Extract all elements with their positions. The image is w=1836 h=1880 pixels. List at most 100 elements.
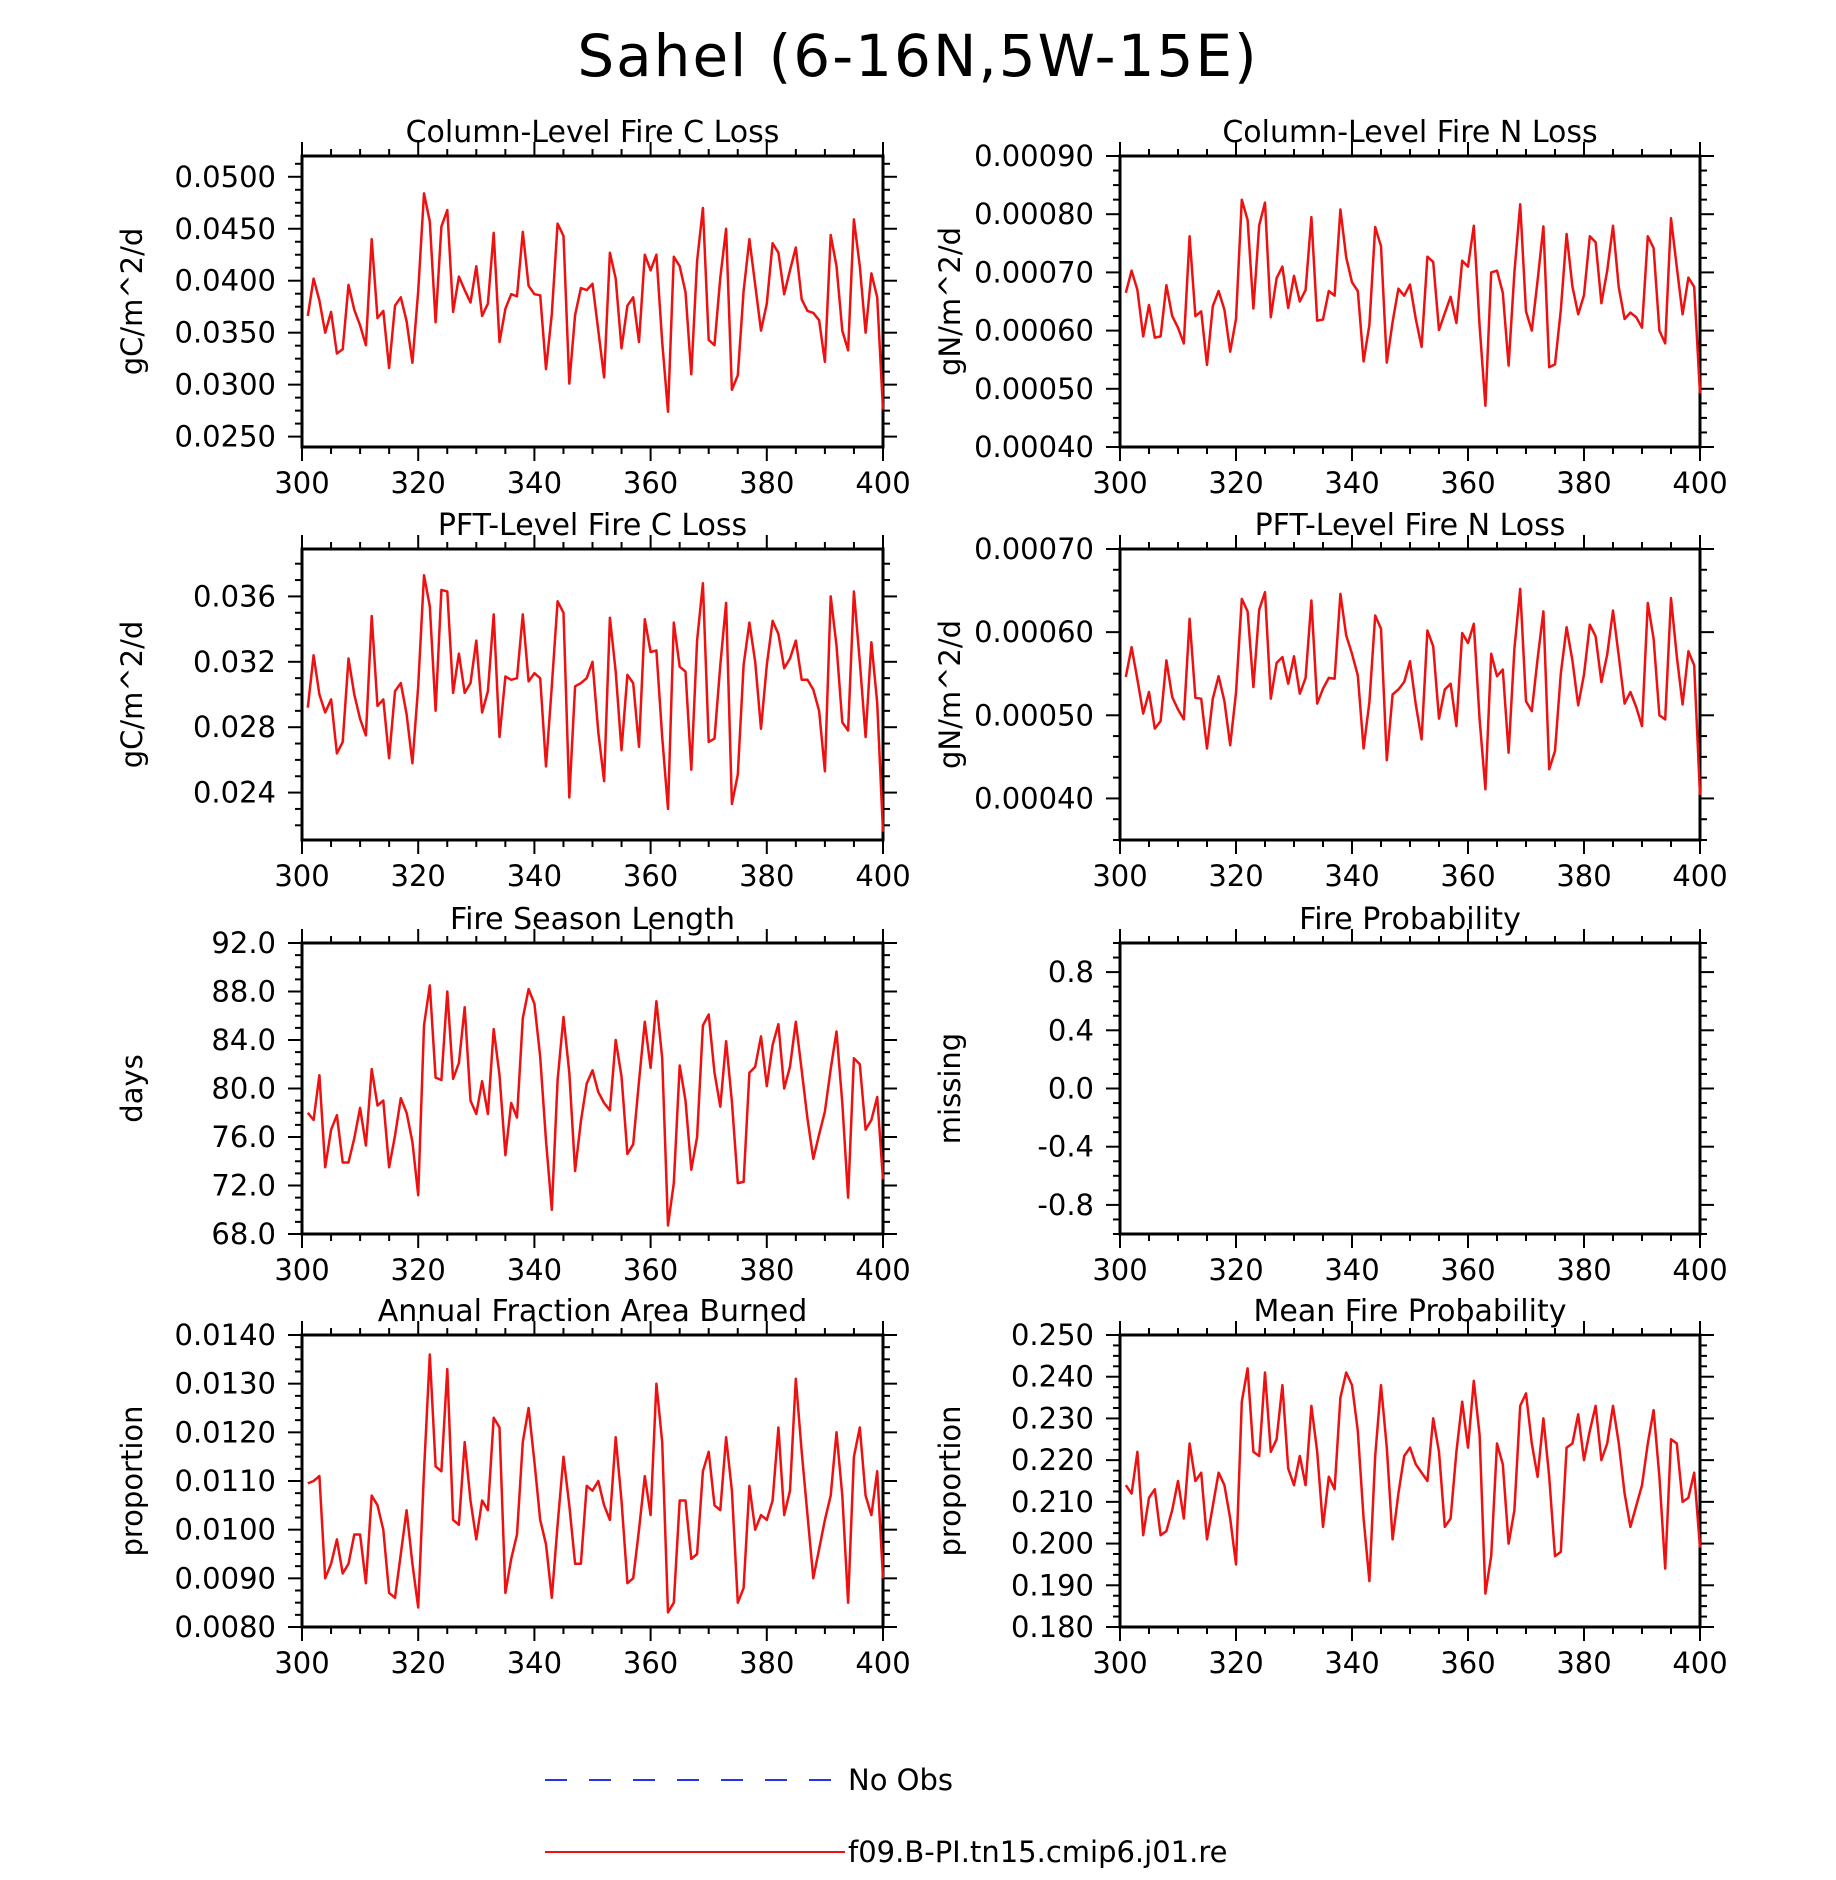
panel-title: Fire Probability xyxy=(1299,902,1521,937)
y-tick-label: 0.190 xyxy=(1011,1568,1094,1602)
y-tick-label: 72.0 xyxy=(211,1169,276,1203)
x-tick-label: 380 xyxy=(1556,466,1611,500)
panel-title: Annual Fraction Area Burned xyxy=(378,1294,808,1329)
y-tick-label: 0.00070 xyxy=(974,255,1094,289)
panel-1: Column-Level Fire C Loss gC/m^2/d 300 320 34… xyxy=(115,115,911,500)
x-tick-label: 400 xyxy=(1672,1253,1727,1287)
y-tick-label: 0.230 xyxy=(1011,1401,1094,1435)
y-tick-label: 0.220 xyxy=(1011,1443,1094,1477)
panel-5: Fire Season Length days 300 320 340 360 380 400… xyxy=(115,902,911,1287)
panel-8: Mean Fire Probability proportion 300 320 340… xyxy=(933,1294,1728,1680)
y-axis-label: proportion xyxy=(933,1405,967,1556)
series-line xyxy=(1124,198,1702,407)
y-axis-label: gN/m^2/d xyxy=(933,620,967,769)
y-axis-label: missing xyxy=(933,1033,967,1144)
x-tick-label: 380 xyxy=(739,1646,794,1680)
x-tick-label: 400 xyxy=(1672,1646,1727,1680)
x-tick-label: 300 xyxy=(1092,466,1147,500)
y-tick-label: 0.0500 xyxy=(175,160,276,194)
figure-title: Sahel (6-16N,5W-15E) xyxy=(577,22,1259,90)
panel-title: Column-Level Fire N Loss xyxy=(1222,115,1597,150)
y-tick-label: 84.0 xyxy=(211,1023,276,1057)
panel-title: PFT-Level Fire C Loss xyxy=(438,508,747,543)
x-tick-label: 340 xyxy=(1324,1646,1379,1680)
panel-3: PFT-Level Fire C Loss gC/m^2/d 300 320 340 36… xyxy=(115,508,911,893)
y-tick-label: 92.0 xyxy=(211,926,276,960)
x-tick-label: 400 xyxy=(855,859,910,893)
y-axis-label: proportion xyxy=(115,1405,149,1556)
y-tick-label: 0.240 xyxy=(1011,1360,1094,1394)
y-tick-label: 68.0 xyxy=(211,1217,276,1251)
x-tick-label: 360 xyxy=(1440,859,1495,893)
y-tick-label: 0.032 xyxy=(193,645,276,679)
y-tick-label: 80.0 xyxy=(211,1072,276,1106)
y-tick-label: 0.00070 xyxy=(974,532,1094,566)
y-tick-label: 0.0110 xyxy=(175,1464,276,1498)
y-tick-label: 0.0450 xyxy=(175,212,276,246)
y-tick-label: 0.0090 xyxy=(175,1561,276,1595)
x-tick-label: 300 xyxy=(274,1253,329,1287)
y-tick-label: 0.00040 xyxy=(974,781,1094,815)
x-tick-label: 340 xyxy=(1324,466,1379,500)
panel-title: Column-Level Fire C Loss xyxy=(406,115,780,150)
x-tick-label: 320 xyxy=(1208,859,1263,893)
x-tick-label: 380 xyxy=(739,466,794,500)
y-tick-label: 0.00060 xyxy=(974,615,1094,649)
y-tick-label: 0.00080 xyxy=(974,197,1094,231)
y-tick-label: 0.0300 xyxy=(175,368,276,402)
x-tick-label: 340 xyxy=(507,859,562,893)
panel-6: Fire Probability missing 300 320 340 360 380 40… xyxy=(933,902,1728,1287)
x-tick-label: 300 xyxy=(1092,1646,1147,1680)
y-tick-label: 88.0 xyxy=(211,975,276,1009)
series-line xyxy=(1124,587,1702,796)
x-tick-label: 300 xyxy=(274,466,329,500)
plot-frame xyxy=(300,941,885,1236)
x-tick-label: 360 xyxy=(623,1253,678,1287)
x-tick-label: 340 xyxy=(1324,1253,1379,1287)
x-tick-label: 320 xyxy=(1208,466,1263,500)
x-tick-label: 340 xyxy=(1324,859,1379,893)
y-tick-label: 0.210 xyxy=(1011,1485,1094,1519)
panels-group: Column-Level Fire C Loss gC/m^2/d 300 320 34… xyxy=(115,115,1728,1680)
y-axis-label: gC/m^2/d xyxy=(115,621,149,769)
y-axis-label: days xyxy=(115,1054,149,1122)
y-tick-label: 0.0130 xyxy=(175,1367,276,1401)
x-tick-label: 380 xyxy=(1556,1646,1611,1680)
y-tick-label: 0.0250 xyxy=(175,420,276,454)
y-tick-label: 0.00040 xyxy=(974,430,1094,464)
plot-frame xyxy=(1118,941,1702,1236)
y-tick-label: 0.0 xyxy=(1048,1072,1094,1106)
x-tick-label: 320 xyxy=(1208,1646,1263,1680)
x-tick-label: 360 xyxy=(623,466,678,500)
x-tick-label: 400 xyxy=(1672,466,1727,500)
x-tick-label: 380 xyxy=(1556,1253,1611,1287)
y-tick-label: 0.0350 xyxy=(175,316,276,350)
x-tick-label: 320 xyxy=(1208,1253,1263,1287)
x-tick-label: 320 xyxy=(391,859,446,893)
x-tick-label: 360 xyxy=(1440,1253,1495,1287)
x-tick-label: 380 xyxy=(739,1253,794,1287)
x-tick-label: 320 xyxy=(391,1253,446,1287)
y-tick-label: -0.4 xyxy=(1037,1130,1094,1164)
x-tick-label: 360 xyxy=(1440,466,1495,500)
x-tick-label: 300 xyxy=(274,859,329,893)
x-tick-label: 360 xyxy=(1440,1646,1495,1680)
legend-label-no-obs: No Obs xyxy=(848,1763,953,1797)
plot-frame xyxy=(300,154,885,449)
panel-2: Column-Level Fire N Loss gN/m^2/d 300 320 34… xyxy=(933,115,1728,500)
x-tick-label: 380 xyxy=(739,859,794,893)
x-tick-label: 360 xyxy=(623,859,678,893)
y-tick-label: 0.00090 xyxy=(974,139,1094,173)
x-tick-label: 380 xyxy=(1556,859,1611,893)
plot-frame xyxy=(1118,154,1702,449)
y-tick-label: 0.00060 xyxy=(974,314,1094,348)
x-tick-label: 300 xyxy=(274,1646,329,1680)
panel-7: Annual Fraction Area Burned proportion 300… xyxy=(115,1294,911,1680)
x-tick-label: 400 xyxy=(855,1646,910,1680)
plot-frame xyxy=(1118,1333,1702,1629)
legend-label-model-run: f09.B-PI.tn15.cmip6.j01.re xyxy=(848,1835,1227,1869)
y-tick-label: 76.0 xyxy=(211,1120,276,1154)
y-tick-label: 0.00050 xyxy=(974,372,1094,406)
series-line xyxy=(307,1353,885,1614)
x-tick-label: 400 xyxy=(1672,859,1727,893)
